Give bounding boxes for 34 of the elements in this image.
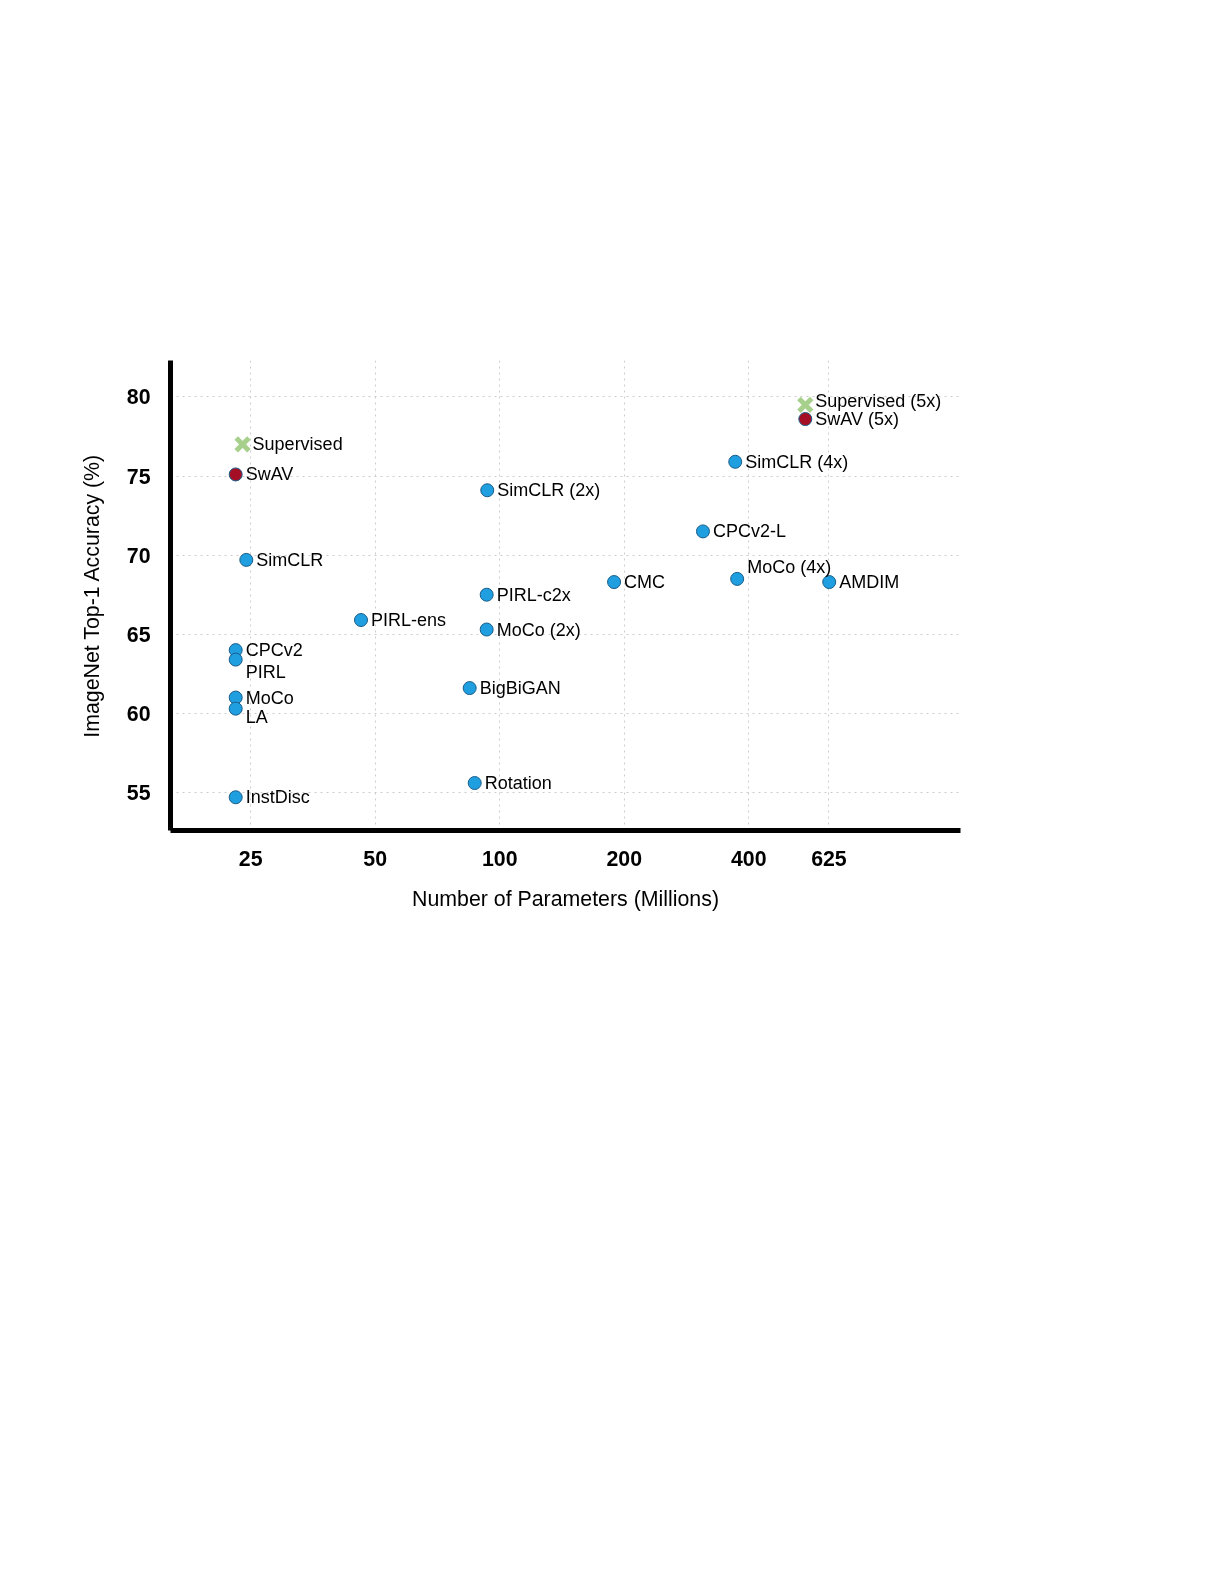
annotation: PIRL-ens [371,610,447,631]
annotation: Supervised [252,434,343,455]
annotation: PIRL-c2x [496,584,571,605]
annotation: LA [245,706,268,727]
x-tick-label: 25 [238,846,263,871]
y-tick-label: 55 [126,781,151,806]
annotation: MoCo [245,687,294,708]
annotation: PIRL [245,661,286,682]
annotation: Supervised (5x) [815,390,942,411]
annotation: CPCv2 [245,640,303,661]
x-axis-title: Number of Parameters (Millions) [412,886,719,911]
x-tick-label: 50 [363,846,388,871]
y-tick-label: 65 [126,622,151,647]
y-tick-label: 60 [126,701,151,726]
y-tick-label: 75 [126,464,151,489]
y-tick-label: 80 [126,385,151,410]
annotation: BigBiGAN [479,678,561,699]
annotation: SwAV [245,464,294,485]
annotation: AMDIM [839,572,900,593]
annotation: CPCv2-L [712,521,786,542]
annotation: Rotation [484,773,552,794]
annotation: SimCLR (4x) [745,451,849,472]
annotation: SimCLR [256,549,324,570]
x-tick-label: 100 [481,846,518,871]
x-tick-label: 625 [811,846,847,871]
x-tick-label: 400 [730,846,767,871]
annotation: SimCLR (2x) [497,480,601,501]
y-tick-label: 70 [126,543,151,568]
x-tick-label: 200 [606,846,643,871]
annotation: MoCo (2x) [496,619,581,640]
annotation: CMC [624,572,666,593]
annotation: InstDisc [245,787,310,808]
annotation: MoCo (4x) [747,556,832,577]
y-axis-title: ImageNet Top-1 Accuracy (%) [79,454,104,738]
